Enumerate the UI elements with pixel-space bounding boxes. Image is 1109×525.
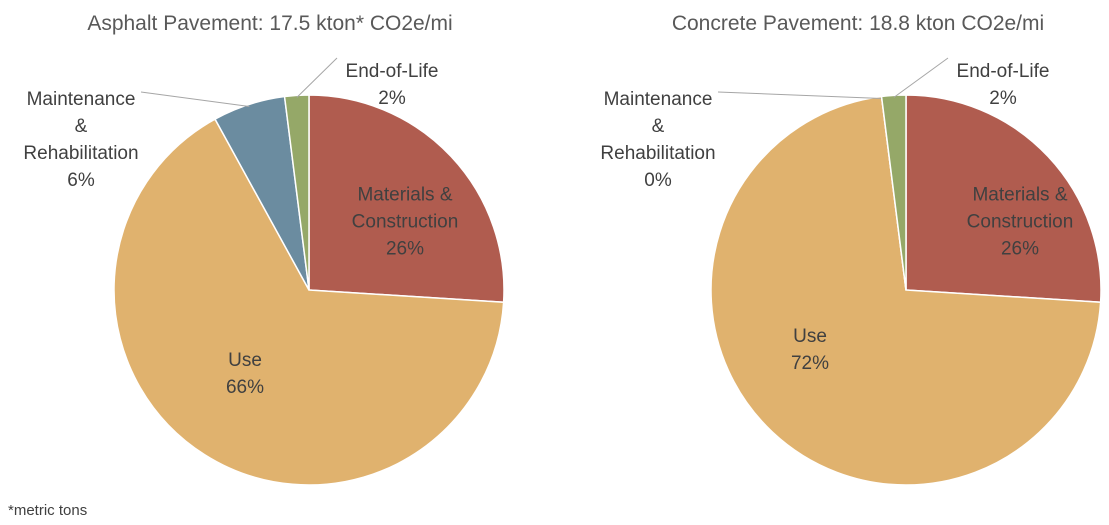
chart-title: Asphalt Pavement: 17.5 kton* CO2e/mi [87, 12, 453, 35]
leader-line [717, 91, 882, 100]
pie-slice [113, 118, 505, 486]
value-label: 26% [1000, 238, 1040, 260]
pie-slice [710, 95, 1102, 486]
category-label: End-of-Life [345, 61, 439, 82]
value-label: 72% [790, 353, 830, 374]
category-label: Use [228, 350, 262, 371]
leader-line [140, 91, 250, 107]
pie-slice [880, 94, 907, 291]
slice-label: Maintenance & Rehabilitation 6% [19, 86, 144, 194]
category-label: Materials & Construction [966, 184, 1074, 233]
slice-label: Use 72% [735, 323, 885, 377]
footnote: *metric tons [8, 502, 88, 519]
slice-label: Use 66% [170, 347, 320, 401]
category-label: Materials & Construction [351, 184, 459, 233]
slice-label: End-of-Life 2% [928, 58, 1078, 112]
value-label: 26% [385, 238, 425, 260]
slice-label: Maintenance & Rehabilitation 0% [596, 86, 721, 194]
value-label: 2% [378, 88, 406, 109]
pie-slice [308, 94, 505, 304]
category-label: Maintenance & Rehabilitation [600, 89, 716, 164]
category-label: End-of-Life [956, 61, 1050, 82]
value-label: 66% [225, 377, 265, 398]
chart-title: Concrete Pavement: 18.8 kton CO2e/mi [671, 12, 1045, 35]
value-label: 0% [644, 170, 672, 191]
pie-slice [905, 94, 1102, 304]
category-label: Maintenance & Rehabilitation [23, 89, 139, 164]
slice-label: Materials & Construction 26% [330, 182, 480, 263]
slice-label: End-of-Life 2% [317, 58, 467, 112]
leader-line [893, 57, 949, 98]
leader-line [296, 57, 338, 98]
slice-label: Materials & Construction 26% [945, 182, 1095, 263]
category-label: Use [793, 326, 827, 347]
value-label: 2% [989, 88, 1017, 109]
pie-slice [283, 94, 310, 291]
value-label: 6% [67, 170, 95, 191]
